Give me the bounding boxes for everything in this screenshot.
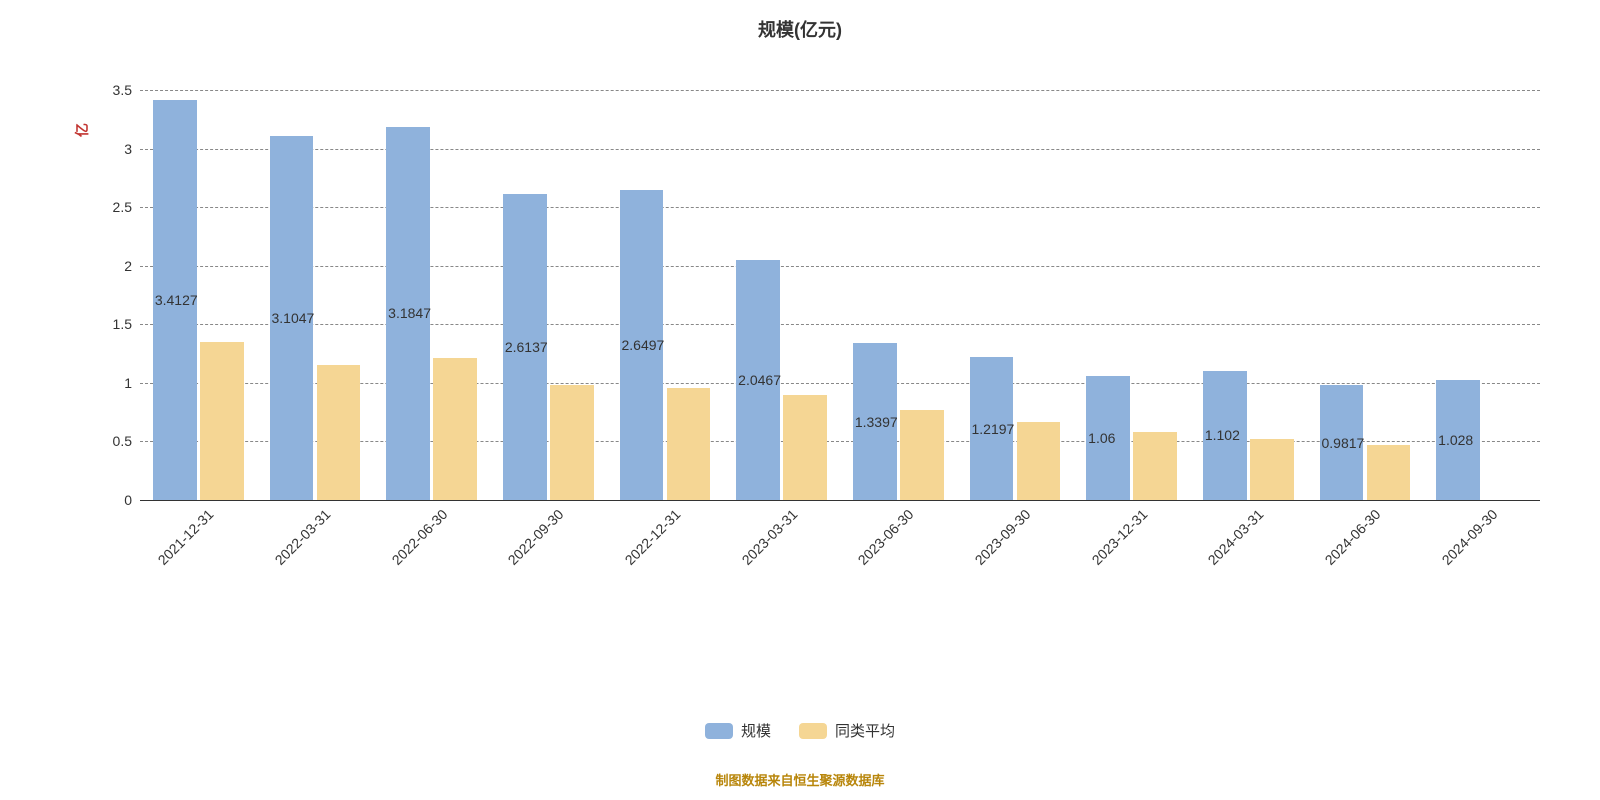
bar-peer-avg (1250, 439, 1294, 500)
xtick-label: 2023-09-30 (972, 506, 1034, 568)
bar-group: 1.062023-12-31 (1086, 90, 1177, 500)
bar-group: 2.61372022-09-30 (503, 90, 594, 500)
legend-swatch (799, 723, 827, 739)
bar-peer-avg (1367, 445, 1411, 500)
bar-value-label: 1.028 (1438, 432, 1473, 448)
bar-value-label: 1.06 (1088, 430, 1115, 446)
xtick-label: 2022-03-31 (272, 506, 334, 568)
bar-group: 1.0282024-09-30 (1436, 90, 1527, 500)
legend-item: 规模 (705, 720, 771, 741)
bar-group: 2.64972022-12-31 (620, 90, 711, 500)
x-axis-line (140, 500, 1540, 501)
bar-group: 1.1022024-03-31 (1203, 90, 1294, 500)
legend-item: 同类平均 (799, 720, 895, 741)
bar-value-label: 0.9817 (1322, 435, 1365, 451)
chart-container: 规模(亿元) 亿 00.511.522.533.53.41272021-12-3… (0, 0, 1600, 800)
bar-group: 1.21972023-09-30 (970, 90, 1061, 500)
bar-peer-avg (433, 358, 477, 500)
footer-attribution: 制图数据来自恒生聚源数据库 (0, 770, 1600, 789)
ytick-label: 2 (124, 258, 140, 274)
bar-group: 3.18472022-06-30 (386, 90, 477, 500)
xtick-label: 2021-12-31 (155, 506, 217, 568)
xtick-label: 2024-06-30 (1322, 506, 1384, 568)
bar-value-label: 2.0467 (738, 372, 781, 388)
ytick-label: 0.5 (113, 433, 140, 449)
ytick-label: 1 (124, 375, 140, 391)
legend-swatch (705, 723, 733, 739)
ytick-label: 0 (124, 492, 140, 508)
bar-value-label: 3.4127 (155, 292, 198, 308)
bar-peer-avg (900, 410, 944, 500)
xtick-label: 2024-09-30 (1438, 506, 1500, 568)
xtick-label: 2022-12-31 (622, 506, 684, 568)
bar-value-label: 1.3397 (855, 414, 898, 430)
bar-peer-avg (1133, 432, 1177, 500)
xtick-label: 2023-06-30 (855, 506, 917, 568)
bar-group: 2.04672023-03-31 (736, 90, 827, 500)
bar-peer-avg (200, 342, 244, 500)
bar-peer-avg (783, 395, 827, 500)
ytick-label: 1.5 (113, 316, 140, 332)
plot-area: 00.511.522.533.53.41272021-12-313.104720… (140, 90, 1540, 500)
ytick-label: 3.5 (113, 82, 140, 98)
yaxis-label: 亿 (72, 123, 92, 137)
bar-group: 3.10472022-03-31 (270, 90, 361, 500)
ytick-label: 2.5 (113, 199, 140, 215)
bar-value-label: 1.2197 (972, 421, 1015, 437)
bar-value-label: 2.6137 (505, 339, 548, 355)
bar-group: 0.98172024-06-30 (1320, 90, 1411, 500)
bar-peer-avg (1017, 422, 1061, 500)
ytick-label: 3 (124, 141, 140, 157)
bar-value-label: 3.1847 (388, 305, 431, 321)
bar-group: 3.41272021-12-31 (153, 90, 244, 500)
bar-value-label: 2.6497 (622, 337, 665, 353)
bar-value-label: 3.1047 (272, 310, 315, 326)
xtick-label: 2022-09-30 (505, 506, 567, 568)
xtick-label: 2023-03-31 (738, 506, 800, 568)
bar-group: 1.33972023-06-30 (853, 90, 944, 500)
legend: 规模 同类平均 (0, 720, 1600, 741)
bar-peer-avg (667, 388, 711, 500)
xtick-label: 2022-06-30 (388, 506, 450, 568)
legend-label: 同类平均 (835, 720, 895, 741)
chart-title: 规模(亿元) (0, 16, 1600, 42)
xtick-label: 2024-03-31 (1205, 506, 1267, 568)
bar-peer-avg (550, 385, 594, 500)
legend-label: 规模 (741, 720, 771, 741)
xtick-label: 2023-12-31 (1088, 506, 1150, 568)
bar-peer-avg (317, 365, 361, 500)
bar-value-label: 1.102 (1205, 427, 1240, 443)
